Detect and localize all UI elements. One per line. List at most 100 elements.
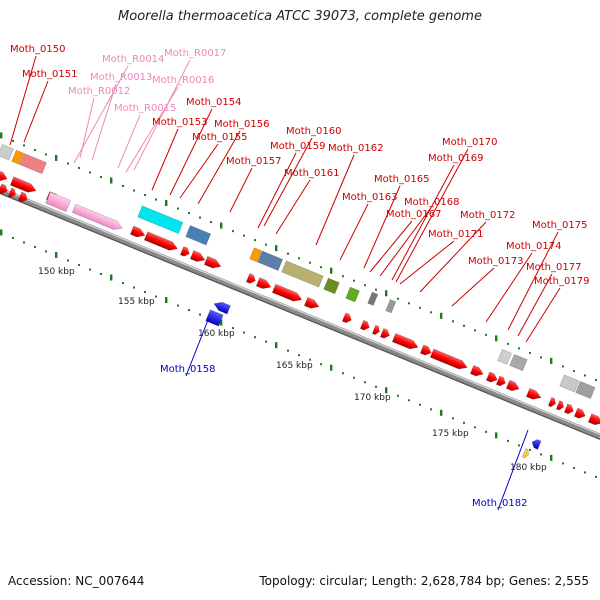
forward-gene-arrow xyxy=(573,407,586,419)
minor-tick xyxy=(463,421,465,424)
minor-tick xyxy=(12,139,14,142)
forward-gene-arrow xyxy=(485,371,498,383)
minor-tick xyxy=(78,166,80,169)
leader-line xyxy=(179,143,219,199)
forward-gene-arrow xyxy=(379,328,390,339)
cds-box-orange xyxy=(249,247,263,263)
leader-line xyxy=(133,59,191,171)
minor-tick xyxy=(529,351,531,354)
minor-tick xyxy=(67,162,69,165)
major-tick xyxy=(55,154,58,161)
minor-tick xyxy=(320,266,322,269)
forward-gene-arrow xyxy=(469,364,484,377)
forward-gene-arrow-shape xyxy=(371,324,380,335)
gene-label-moth-0158: Moth_0158 xyxy=(160,364,215,375)
forward-gene-arrow xyxy=(429,348,468,370)
topology-text: Topology: circular; Length: 2,628,784 bp… xyxy=(259,574,589,588)
gene-label-moth-r0013: Moth_R0013 xyxy=(90,72,152,83)
forward-gene-arrow-shape xyxy=(7,187,16,198)
minor-tick xyxy=(45,250,47,253)
major-tick xyxy=(330,364,333,371)
forward-gene-arrow-shape xyxy=(573,407,586,419)
forward-gene-arrow xyxy=(505,379,520,392)
forward-gene-arrow-shape xyxy=(419,344,432,356)
forward-gene-arrow-shape xyxy=(555,400,564,411)
label-leaders xyxy=(9,55,561,511)
scale-label: 160 kbp xyxy=(198,329,235,339)
minor-tick xyxy=(507,342,509,345)
gene-label-moth-0163: Moth_0163 xyxy=(342,192,397,203)
minor-tick xyxy=(287,349,289,352)
leader-line xyxy=(151,128,179,191)
minor-tick xyxy=(364,284,366,287)
minor-tick xyxy=(45,153,47,156)
forward-gene-arrow xyxy=(271,283,303,302)
forward-gene-arrow-shape xyxy=(495,375,506,387)
scale-label: 170 kbp xyxy=(354,393,391,403)
cds-box-steelblue-shape xyxy=(185,225,212,246)
rrna-arrow xyxy=(71,203,123,230)
gene-label-moth-0174: Moth_0174 xyxy=(506,241,561,252)
cds-box-green xyxy=(323,277,340,295)
major-tick xyxy=(165,297,168,304)
forward-gene-arrow-shape xyxy=(359,319,370,331)
minor-tick xyxy=(595,378,597,381)
feature-track xyxy=(0,144,600,459)
reverse-gene-arrow-small xyxy=(531,439,542,450)
cds-box-orange-shape xyxy=(249,247,263,263)
forward-gene-arrow xyxy=(0,169,8,182)
cds-box-grey-shape xyxy=(367,291,379,306)
forward-gene-arrow xyxy=(189,250,206,262)
forward-gene-arrow-shape xyxy=(485,371,498,383)
major-tick xyxy=(220,222,223,229)
minor-tick xyxy=(298,257,300,260)
cds-box-salmon-shape xyxy=(19,153,47,175)
minor-tick xyxy=(408,399,410,402)
gene-label-moth-0179: Moth_0179 xyxy=(534,276,589,287)
major-tick xyxy=(55,251,58,258)
forward-gene-arrow xyxy=(547,396,556,408)
cds-box-slate xyxy=(257,250,284,271)
minor-tick xyxy=(177,304,179,307)
minor-tick xyxy=(529,448,531,451)
forward-gene-arrow-shape xyxy=(0,183,8,195)
minor-tick xyxy=(243,331,245,334)
major-tick xyxy=(110,274,113,281)
forward-gene-arrow-shape xyxy=(525,387,542,400)
minor-tick xyxy=(584,374,586,377)
minor-tick xyxy=(309,261,311,264)
gene-label-moth-r0016: Moth_R0016 xyxy=(152,75,214,86)
minor-tick xyxy=(133,286,135,289)
gene-label-moth-r0012: Moth_R0012 xyxy=(68,86,130,97)
gene-label-moth-0170: Moth_0170 xyxy=(442,137,497,148)
major-tick xyxy=(550,454,553,461)
cds-box-grey5-shape xyxy=(509,353,528,372)
forward-gene-arrow xyxy=(203,255,222,269)
cds-box-grey3-shape xyxy=(0,144,14,161)
minor-tick xyxy=(573,369,575,372)
forward-gene-arrow xyxy=(419,344,432,356)
forward-gene-arrow-shape xyxy=(505,379,520,392)
minor-tick xyxy=(254,336,256,339)
major-tick xyxy=(110,177,113,184)
minor-tick xyxy=(573,466,575,469)
minor-tick xyxy=(298,354,300,357)
minor-tick xyxy=(67,259,69,262)
major-tick xyxy=(550,357,553,364)
forward-gene-arrow-shape xyxy=(303,296,320,309)
minor-tick xyxy=(353,376,355,379)
forward-gene-arrow xyxy=(371,324,380,335)
gene-label-moth-0167: Moth_0167 xyxy=(386,209,441,220)
gene-label-moth-0153: Moth_0153 xyxy=(152,117,207,128)
major-tick xyxy=(495,432,498,439)
leader-line xyxy=(379,208,431,277)
forward-gene-arrow-shape xyxy=(9,176,37,193)
minor-tick xyxy=(199,313,201,316)
gene-label-moth-0172: Moth_0172 xyxy=(460,210,515,221)
forward-gene-arrow xyxy=(341,312,352,324)
leader-line xyxy=(419,221,487,293)
rrna-box-shape xyxy=(45,191,72,212)
forward-gene-arrow-shape xyxy=(469,364,484,377)
